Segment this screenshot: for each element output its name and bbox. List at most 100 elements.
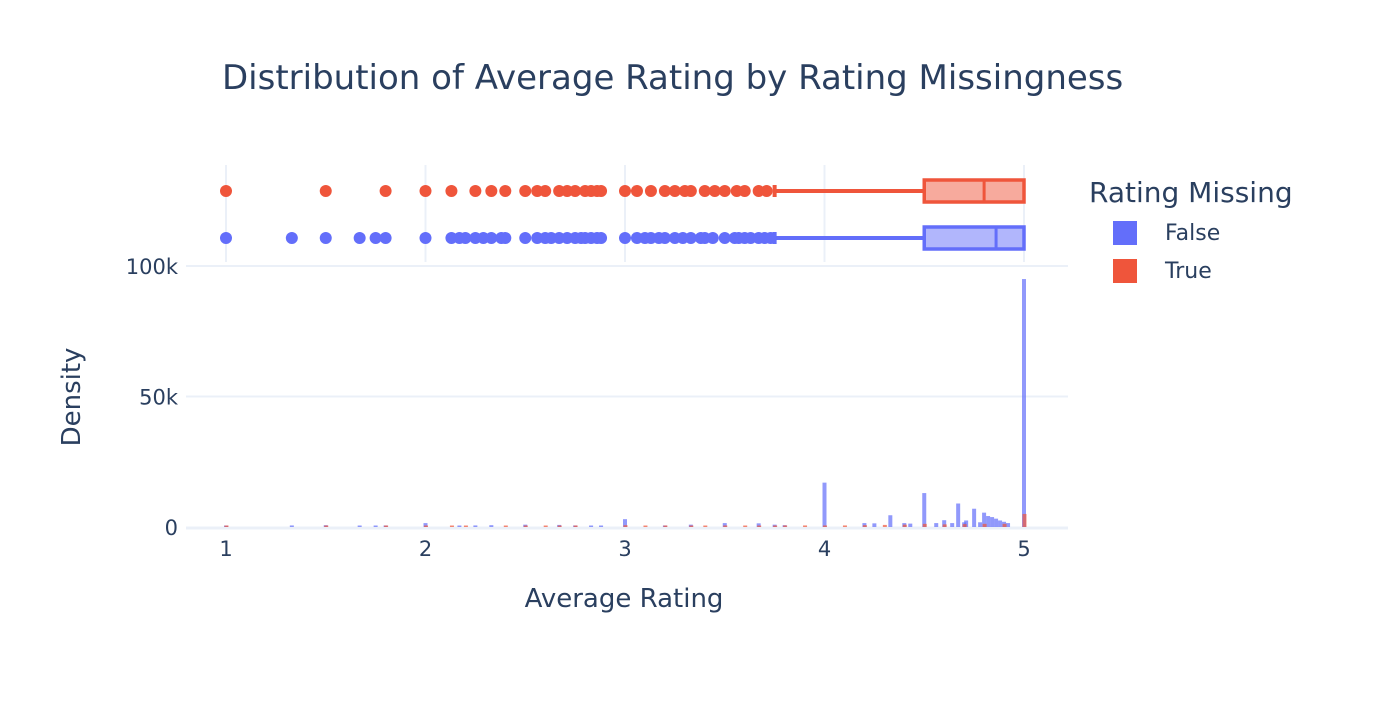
histogram-layer bbox=[224, 279, 1027, 527]
histogram-bar-false bbox=[473, 525, 478, 527]
histogram-bar-false bbox=[982, 512, 987, 527]
box-iqr-false bbox=[922, 225, 1026, 251]
histogram-bar-true bbox=[224, 525, 229, 527]
histogram-bar-true bbox=[573, 525, 578, 527]
histogram-bar-false bbox=[934, 523, 939, 527]
histogram-bar-false bbox=[956, 503, 961, 527]
histogram-bar-true bbox=[424, 525, 428, 527]
outlier-point-true bbox=[738, 185, 751, 197]
outlier-point-true bbox=[630, 185, 643, 197]
histogram-bar-false bbox=[1006, 523, 1011, 527]
outlier-point-false bbox=[369, 232, 382, 244]
outlier-point-false bbox=[718, 232, 731, 244]
histogram-bar-true bbox=[543, 525, 548, 527]
outlier-point-true bbox=[220, 185, 232, 197]
tick-layer: 0 50k 100k 1 2 3 4 5 bbox=[126, 255, 1031, 561]
outlier-point-true bbox=[595, 185, 608, 197]
outlier-point-true bbox=[698, 185, 711, 197]
outlier-point-true bbox=[419, 185, 432, 197]
histogram-bar-false bbox=[862, 523, 867, 527]
outlier-point-true bbox=[485, 185, 498, 197]
histogram-bar-false bbox=[950, 523, 955, 527]
outlier-point-true bbox=[684, 185, 697, 197]
histogram-bar-true bbox=[773, 525, 778, 527]
histogram-bar-true bbox=[982, 523, 987, 527]
outlier-point-false bbox=[353, 232, 366, 244]
marginal-box-layer bbox=[220, 178, 1026, 251]
histogram-bar-false bbox=[964, 520, 969, 527]
outlier-point-true bbox=[644, 185, 657, 197]
histogram-bar-true bbox=[689, 525, 694, 527]
histogram-bar-false bbox=[489, 525, 494, 527]
histogram-bar-false bbox=[922, 493, 927, 527]
outlier-point-true bbox=[319, 185, 332, 197]
outlier-point-true bbox=[469, 185, 482, 197]
histogram-bar-false bbox=[994, 518, 999, 527]
histogram-bar-false bbox=[623, 519, 627, 527]
legend-item-true[interactable]: True bbox=[1089, 257, 1293, 285]
histogram-bar-true bbox=[324, 525, 329, 527]
outlier-point-true bbox=[539, 185, 552, 197]
histogram-bar-false bbox=[978, 522, 983, 527]
outlier-point-false bbox=[619, 232, 631, 244]
outlier-point-false bbox=[419, 232, 432, 244]
legend-swatch-true bbox=[1113, 259, 1137, 283]
outlier-point-false bbox=[595, 232, 608, 244]
histogram-bar-false bbox=[822, 482, 827, 527]
histogram-bar-false bbox=[986, 516, 991, 527]
histogram-bar-true bbox=[623, 525, 628, 527]
histogram-bar-false bbox=[942, 520, 947, 527]
histogram-bar-false bbox=[373, 525, 378, 527]
histogram-bar-true bbox=[882, 524, 887, 527]
histogram-bar-true bbox=[384, 525, 389, 527]
outlier-point-false bbox=[485, 232, 498, 244]
y-axis-title: Density bbox=[57, 348, 87, 447]
x-tick-label: 5 bbox=[1017, 537, 1030, 561]
histogram-bar-true bbox=[1002, 523, 1007, 527]
x-tick-label: 1 bbox=[219, 537, 232, 561]
histogram-bar-true bbox=[557, 525, 562, 527]
outlier-point-false bbox=[658, 232, 671, 244]
histogram-bar-false bbox=[423, 523, 428, 527]
histogram-bar-true bbox=[942, 524, 947, 527]
histogram-bar-true bbox=[643, 525, 648, 527]
histogram-bar-false bbox=[872, 523, 877, 527]
legend-title: Rating Missing bbox=[1089, 176, 1293, 209]
x-axis-title: Average Rating bbox=[525, 584, 724, 614]
outlier-point-false bbox=[319, 232, 332, 244]
histogram-bar-false bbox=[756, 523, 761, 527]
histogram-bar-false bbox=[589, 525, 594, 527]
histogram-bar-true bbox=[823, 525, 827, 527]
histogram-bar-true bbox=[1022, 513, 1027, 527]
outlier-point-true bbox=[760, 185, 773, 197]
outlier-point-true bbox=[708, 185, 721, 197]
chart-title: Distribution of Average Rating by Rating… bbox=[222, 58, 1124, 98]
legend: Rating Missing False True bbox=[1089, 176, 1293, 285]
histogram-bar-false bbox=[908, 523, 913, 527]
histogram-bar-true bbox=[862, 525, 867, 527]
histogram-bar-false bbox=[289, 525, 294, 527]
histogram-bar-true bbox=[962, 524, 967, 527]
histogram-bar-false bbox=[1022, 279, 1026, 527]
histogram-bar-true bbox=[803, 525, 808, 527]
histogram-bar-true bbox=[449, 525, 454, 527]
legend-swatch-false bbox=[1113, 221, 1137, 245]
histogram-bar-false bbox=[990, 517, 995, 527]
histogram-bar-true bbox=[743, 525, 748, 527]
histogram-bar-true bbox=[703, 525, 708, 527]
histogram-bar-false bbox=[998, 520, 1003, 527]
outlier-point-false bbox=[684, 232, 697, 244]
histogram-bar-false bbox=[357, 525, 362, 527]
x-tick-label: 4 bbox=[818, 537, 831, 561]
outlier-point-true bbox=[519, 185, 532, 197]
legend-label-true: True bbox=[1165, 258, 1212, 284]
legend-item-false[interactable]: False bbox=[1089, 219, 1293, 247]
histogram-bar-true bbox=[663, 525, 668, 527]
histogram-bar-true bbox=[842, 525, 847, 527]
outlier-point-false bbox=[379, 232, 392, 244]
outlier-point-true bbox=[668, 185, 681, 197]
y-tick-label: 50k bbox=[139, 386, 179, 410]
outlier-point-true bbox=[718, 185, 731, 197]
outlier-point-false bbox=[459, 232, 472, 244]
